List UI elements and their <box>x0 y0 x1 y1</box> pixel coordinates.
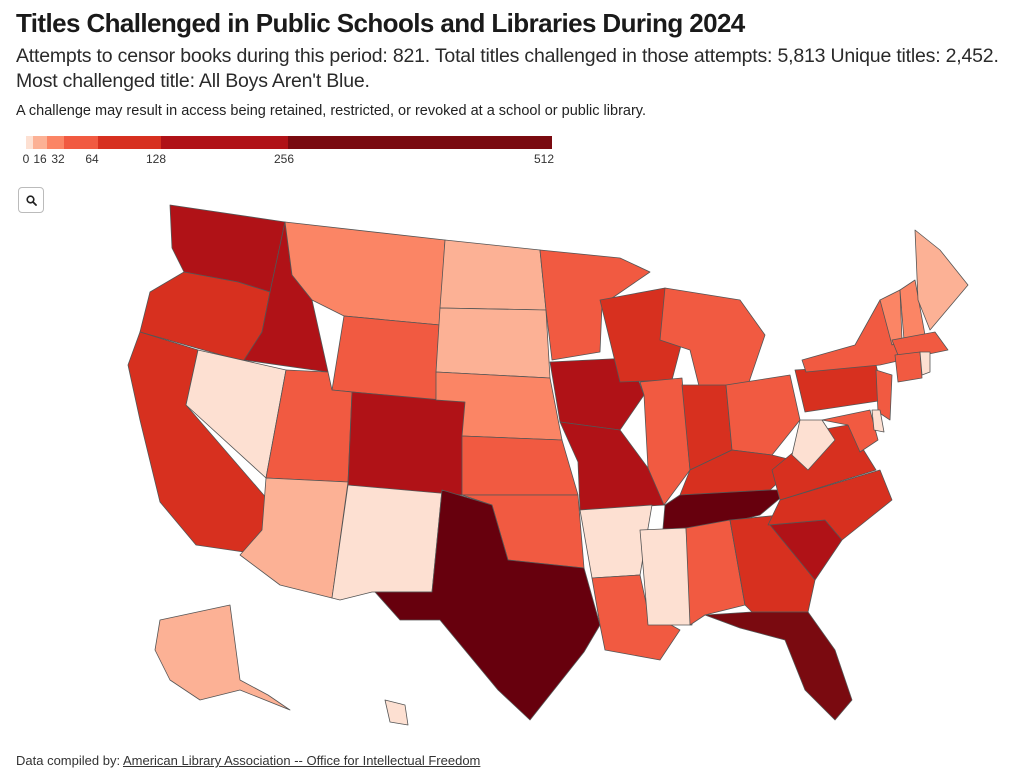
legend-tick-label: 16 <box>33 152 47 166</box>
legend-tick-label: 32 <box>51 152 65 166</box>
state-tx[interactable] <box>374 489 601 721</box>
legend-swatch <box>46 136 65 149</box>
legend-swatch <box>287 136 552 149</box>
state-mi[interactable] <box>659 287 766 391</box>
state-nj[interactable] <box>875 369 893 421</box>
legend-swatch <box>161 136 288 149</box>
legend-tick-label: 512 <box>533 152 555 166</box>
legend-tick-label: 0 <box>22 152 30 166</box>
color-legend: 0 16 32 64 128 256 512 <box>18 136 558 168</box>
state-ct[interactable] <box>894 351 923 383</box>
state-il[interactable] <box>639 377 691 506</box>
zoom-button[interactable] <box>18 187 44 213</box>
legend-swatch <box>32 136 47 149</box>
page-title: Titles Challenged in Public Schools and … <box>16 8 745 38</box>
state-fl[interactable] <box>704 611 853 721</box>
state-nm[interactable] <box>331 484 443 601</box>
legend-tick-label: 128 <box>145 152 167 166</box>
legend-color-bar <box>26 136 552 149</box>
state-la[interactable] <box>591 574 681 661</box>
source-prefix: Data compiled by: <box>16 753 121 768</box>
state-oh[interactable] <box>725 374 801 456</box>
state-nc[interactable] <box>767 469 893 541</box>
legend-swatch <box>98 136 162 149</box>
state-wv[interactable] <box>791 419 836 471</box>
legend-swatch <box>26 136 33 149</box>
state-mn[interactable] <box>539 249 651 361</box>
legend-swatch <box>64 136 99 149</box>
page-subtitle: Attempts to censor books during this per… <box>16 45 999 92</box>
state-ma[interactable] <box>891 331 949 361</box>
state-sd[interactable] <box>435 307 551 379</box>
chart-note: A challenge may result in access being r… <box>16 103 646 119</box>
state-ms[interactable] <box>639 527 693 626</box>
search-icon <box>26 195 37 206</box>
state-nd[interactable] <box>439 239 547 311</box>
source-note: Data compiled by: American Library Assoc… <box>16 753 480 768</box>
legend-tick-label: 64 <box>85 152 99 166</box>
state-me[interactable] <box>914 229 969 331</box>
legend-tick-label: 256 <box>273 152 295 166</box>
state-ak[interactable] <box>154 604 291 711</box>
state-ks[interactable] <box>461 435 579 496</box>
state-wy[interactable] <box>331 315 441 401</box>
state-hi[interactable] <box>384 699 409 726</box>
state-co[interactable] <box>347 391 466 496</box>
state-al[interactable] <box>685 519 746 626</box>
state-de[interactable] <box>871 409 885 433</box>
state-md[interactable] <box>821 409 879 453</box>
source-link[interactable]: American Library Association -- Office f… <box>122 753 481 768</box>
state-ri[interactable] <box>919 351 931 376</box>
